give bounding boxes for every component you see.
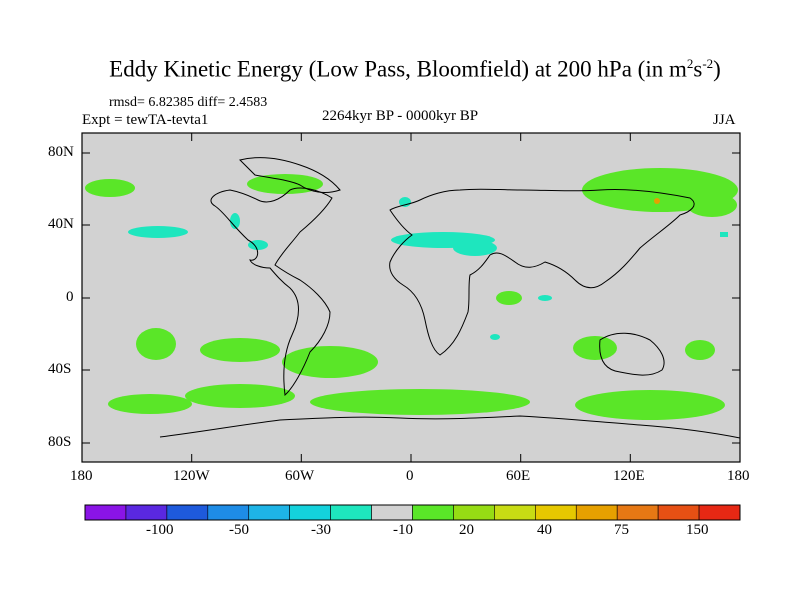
anomaly-tasman xyxy=(685,340,715,360)
anomaly-south-pacific-west xyxy=(136,328,176,360)
colorbar-cell xyxy=(616,504,659,521)
anomaly-gulf-neg xyxy=(248,240,268,250)
colorbar-label-minus10: -10 xyxy=(393,522,413,538)
anomaly-central-pacific-neg xyxy=(128,226,188,238)
coastline-eurasia-africa xyxy=(389,188,695,356)
anomaly-north-pacific xyxy=(85,179,135,197)
anomaly-southern-ocean xyxy=(310,389,530,415)
lon-label-60w: 60W xyxy=(285,468,315,484)
negative-anomaly-regions xyxy=(128,197,728,340)
colorbar-cell xyxy=(535,504,577,521)
lat-label-80s: 80S xyxy=(48,434,72,450)
coastline-antarctica xyxy=(159,415,741,439)
anomaly-arabian-sea-neg xyxy=(538,295,552,301)
colorbar-label-75: 75 xyxy=(614,522,629,538)
colorbar-cell xyxy=(494,504,536,521)
coastline-australia xyxy=(599,332,665,376)
lon-label-0: 0 xyxy=(406,468,414,484)
lon-label-120w: 120W xyxy=(173,468,210,484)
colorbar-cell xyxy=(330,504,372,521)
colorbar-label-150: 150 xyxy=(686,522,709,538)
plot-title: Eddy Kinetic Energy (Low Pass, Bloomfiel… xyxy=(109,56,721,82)
lat-label-0: 0 xyxy=(66,289,74,305)
colorbar-cell xyxy=(207,504,250,521)
anomaly-southern-pacific-east xyxy=(185,384,295,408)
anomaly-western-us-neg xyxy=(230,213,240,229)
colorbar-cell xyxy=(84,504,127,521)
anomaly-north-west-pacific xyxy=(687,193,737,217)
anomaly-pacific-dot xyxy=(720,232,728,237)
anomaly-south-atlantic xyxy=(282,346,378,378)
colorbar-cell xyxy=(657,504,700,521)
lon-label-60e: 60E xyxy=(506,468,531,484)
colorbar-label-minus100: -100 xyxy=(146,522,174,538)
lon-label-120e: 120E xyxy=(613,468,645,484)
colorbar-cell xyxy=(453,504,495,521)
colorbar-label-20: 20 xyxy=(459,522,474,538)
lat-label-40n: 40N xyxy=(48,216,74,232)
coastlines xyxy=(159,157,741,439)
positive-anomaly-regions xyxy=(85,168,738,420)
colorbar-cell xyxy=(125,504,168,521)
colorbar-cell xyxy=(698,504,741,521)
colorbar xyxy=(84,504,741,521)
colorbar-frame xyxy=(84,504,741,521)
period-label: 2264kyr BP - 0000kyr BP xyxy=(322,108,479,124)
colorbar-cell xyxy=(412,504,454,521)
colorbar-cell xyxy=(248,504,290,521)
anomaly-north-america xyxy=(247,174,323,194)
stats-text: rmsd= 6.82385 diff= 2.4583 xyxy=(109,95,268,110)
colorbar-cell xyxy=(289,504,331,521)
anomaly-indian-ocean xyxy=(496,291,522,305)
lon-label-180e: 180 xyxy=(727,468,750,484)
anomaly-madagascar-neg xyxy=(490,334,500,340)
coastline-canada-arctic xyxy=(239,157,341,193)
season-label: JJA xyxy=(713,112,736,128)
anomaly-south-pacific-mid xyxy=(200,338,280,362)
colorbar-cell xyxy=(371,504,413,521)
colorbar-label-minus30: -30 xyxy=(311,522,331,538)
colorbar-cell xyxy=(166,504,209,521)
colorbar-cell xyxy=(575,504,618,521)
anomaly-australia-west xyxy=(573,336,617,360)
experiment-label: Expt = tewTA-tevta1 xyxy=(82,112,209,128)
anomaly-southern-indian xyxy=(575,390,725,420)
anomaly-southern-pacific xyxy=(108,394,192,414)
lat-label-80n: 80N xyxy=(48,144,74,160)
peak-anomaly-dot xyxy=(654,198,660,204)
colorbar-label-minus50: -50 xyxy=(229,522,249,538)
lat-label-40s: 40S xyxy=(48,361,72,377)
axis-ticks xyxy=(81,133,741,462)
lon-label-180w: 180 xyxy=(70,468,93,484)
colorbar-label-40: 40 xyxy=(537,522,552,538)
anomaly-middle-east-neg xyxy=(453,240,497,256)
